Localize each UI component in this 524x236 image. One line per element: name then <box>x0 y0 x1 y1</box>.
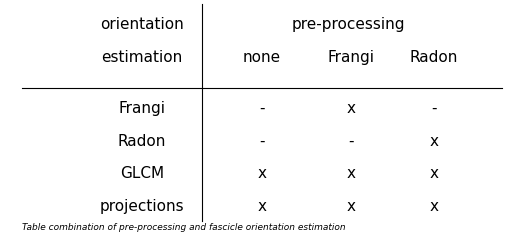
Text: pre-processing: pre-processing <box>291 17 405 32</box>
Text: -: - <box>259 134 265 149</box>
Text: GLCM: GLCM <box>120 166 164 181</box>
Text: estimation: estimation <box>102 50 183 65</box>
Text: -: - <box>431 101 436 116</box>
Text: -: - <box>348 134 353 149</box>
Text: x: x <box>257 166 267 181</box>
Text: x: x <box>430 199 439 214</box>
Text: x: x <box>346 199 355 214</box>
Text: x: x <box>430 134 439 149</box>
Text: Frangi: Frangi <box>118 101 166 116</box>
Text: x: x <box>430 166 439 181</box>
Text: projections: projections <box>100 199 184 214</box>
Text: none: none <box>243 50 281 65</box>
Text: x: x <box>346 166 355 181</box>
Text: Frangi: Frangi <box>327 50 374 65</box>
Text: Table combination of pre-processing and fascicle orientation estimation: Table combination of pre-processing and … <box>22 223 346 232</box>
Text: x: x <box>346 101 355 116</box>
Text: x: x <box>257 199 267 214</box>
Text: -: - <box>259 101 265 116</box>
Text: Radon: Radon <box>410 50 458 65</box>
Text: Radon: Radon <box>118 134 166 149</box>
Text: orientation: orientation <box>100 17 184 32</box>
